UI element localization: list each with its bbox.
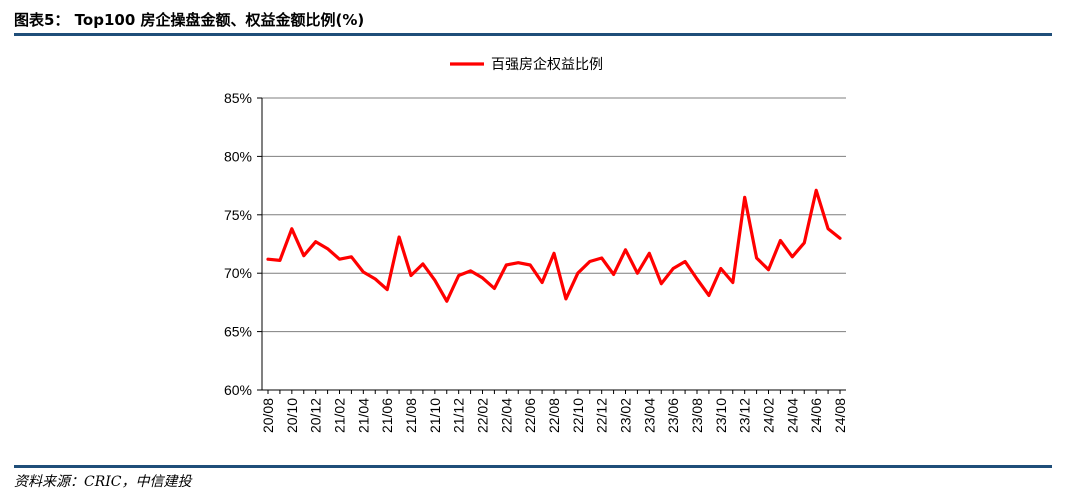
xtick-label: 21/12	[451, 398, 467, 433]
top-divider	[14, 33, 1052, 36]
xtick-label: 20/08	[260, 398, 276, 433]
xtick-label: 22/06	[522, 398, 538, 433]
series-lines	[266, 188, 842, 303]
xtick-label: 22/04	[498, 398, 514, 433]
xtick-label: 22/02	[475, 398, 491, 433]
xtick-label: 23/06	[665, 398, 681, 433]
ytick-label: 70%	[224, 265, 252, 281]
x-tick-labels: 20/08 20/10 20/12 21/02 21/04 21/06 21/08 21/10…	[260, 398, 848, 433]
axes	[257, 97, 846, 394]
xtick-label: 23/10	[713, 398, 729, 433]
xtick-label: 22/10	[570, 398, 586, 433]
xtick-label: 22/12	[594, 398, 610, 433]
bottom-divider	[14, 465, 1052, 468]
series-line-0	[266, 188, 842, 303]
xtick-label: 22/08	[546, 398, 562, 433]
legend: 百强房企权益比例	[450, 56, 603, 73]
xtick-label: 23/02	[618, 398, 634, 433]
xtick-label: 20/10	[284, 398, 300, 433]
legend-label: 百强房企权益比例	[491, 56, 603, 73]
xtick-label: 23/08	[689, 398, 705, 433]
xtick-label: 24/02	[761, 398, 777, 433]
ytick-label: 75%	[224, 207, 252, 223]
figure-title: 图表5： Top100 房企操盘金额、权益金额比例(%)	[14, 11, 365, 29]
xtick-label: 21/06	[379, 398, 395, 433]
xtick-label: 24/04	[784, 398, 800, 433]
y-tick-labels: 60% 65% 70% 75% 80% 85%	[224, 90, 252, 398]
xtick-label: 21/04	[355, 398, 371, 433]
source-note: 资料来源：CRIC，中信建投	[14, 474, 192, 490]
xtick-label: 23/12	[737, 398, 753, 433]
ytick-label: 80%	[224, 148, 252, 164]
grid-lines	[262, 97, 846, 333]
xtick-label: 23/04	[641, 398, 657, 433]
xtick-label: 20/12	[308, 398, 324, 433]
ytick-label: 65%	[224, 324, 252, 340]
xtick-label: 21/08	[403, 398, 419, 433]
xtick-label: 24/06	[808, 398, 824, 433]
ytick-label: 60%	[224, 382, 252, 398]
xtick-label: 21/10	[427, 398, 443, 433]
xtick-label: 21/02	[332, 398, 348, 433]
xtick-label: 24/08	[832, 398, 848, 433]
ytick-label: 85%	[224, 90, 252, 106]
